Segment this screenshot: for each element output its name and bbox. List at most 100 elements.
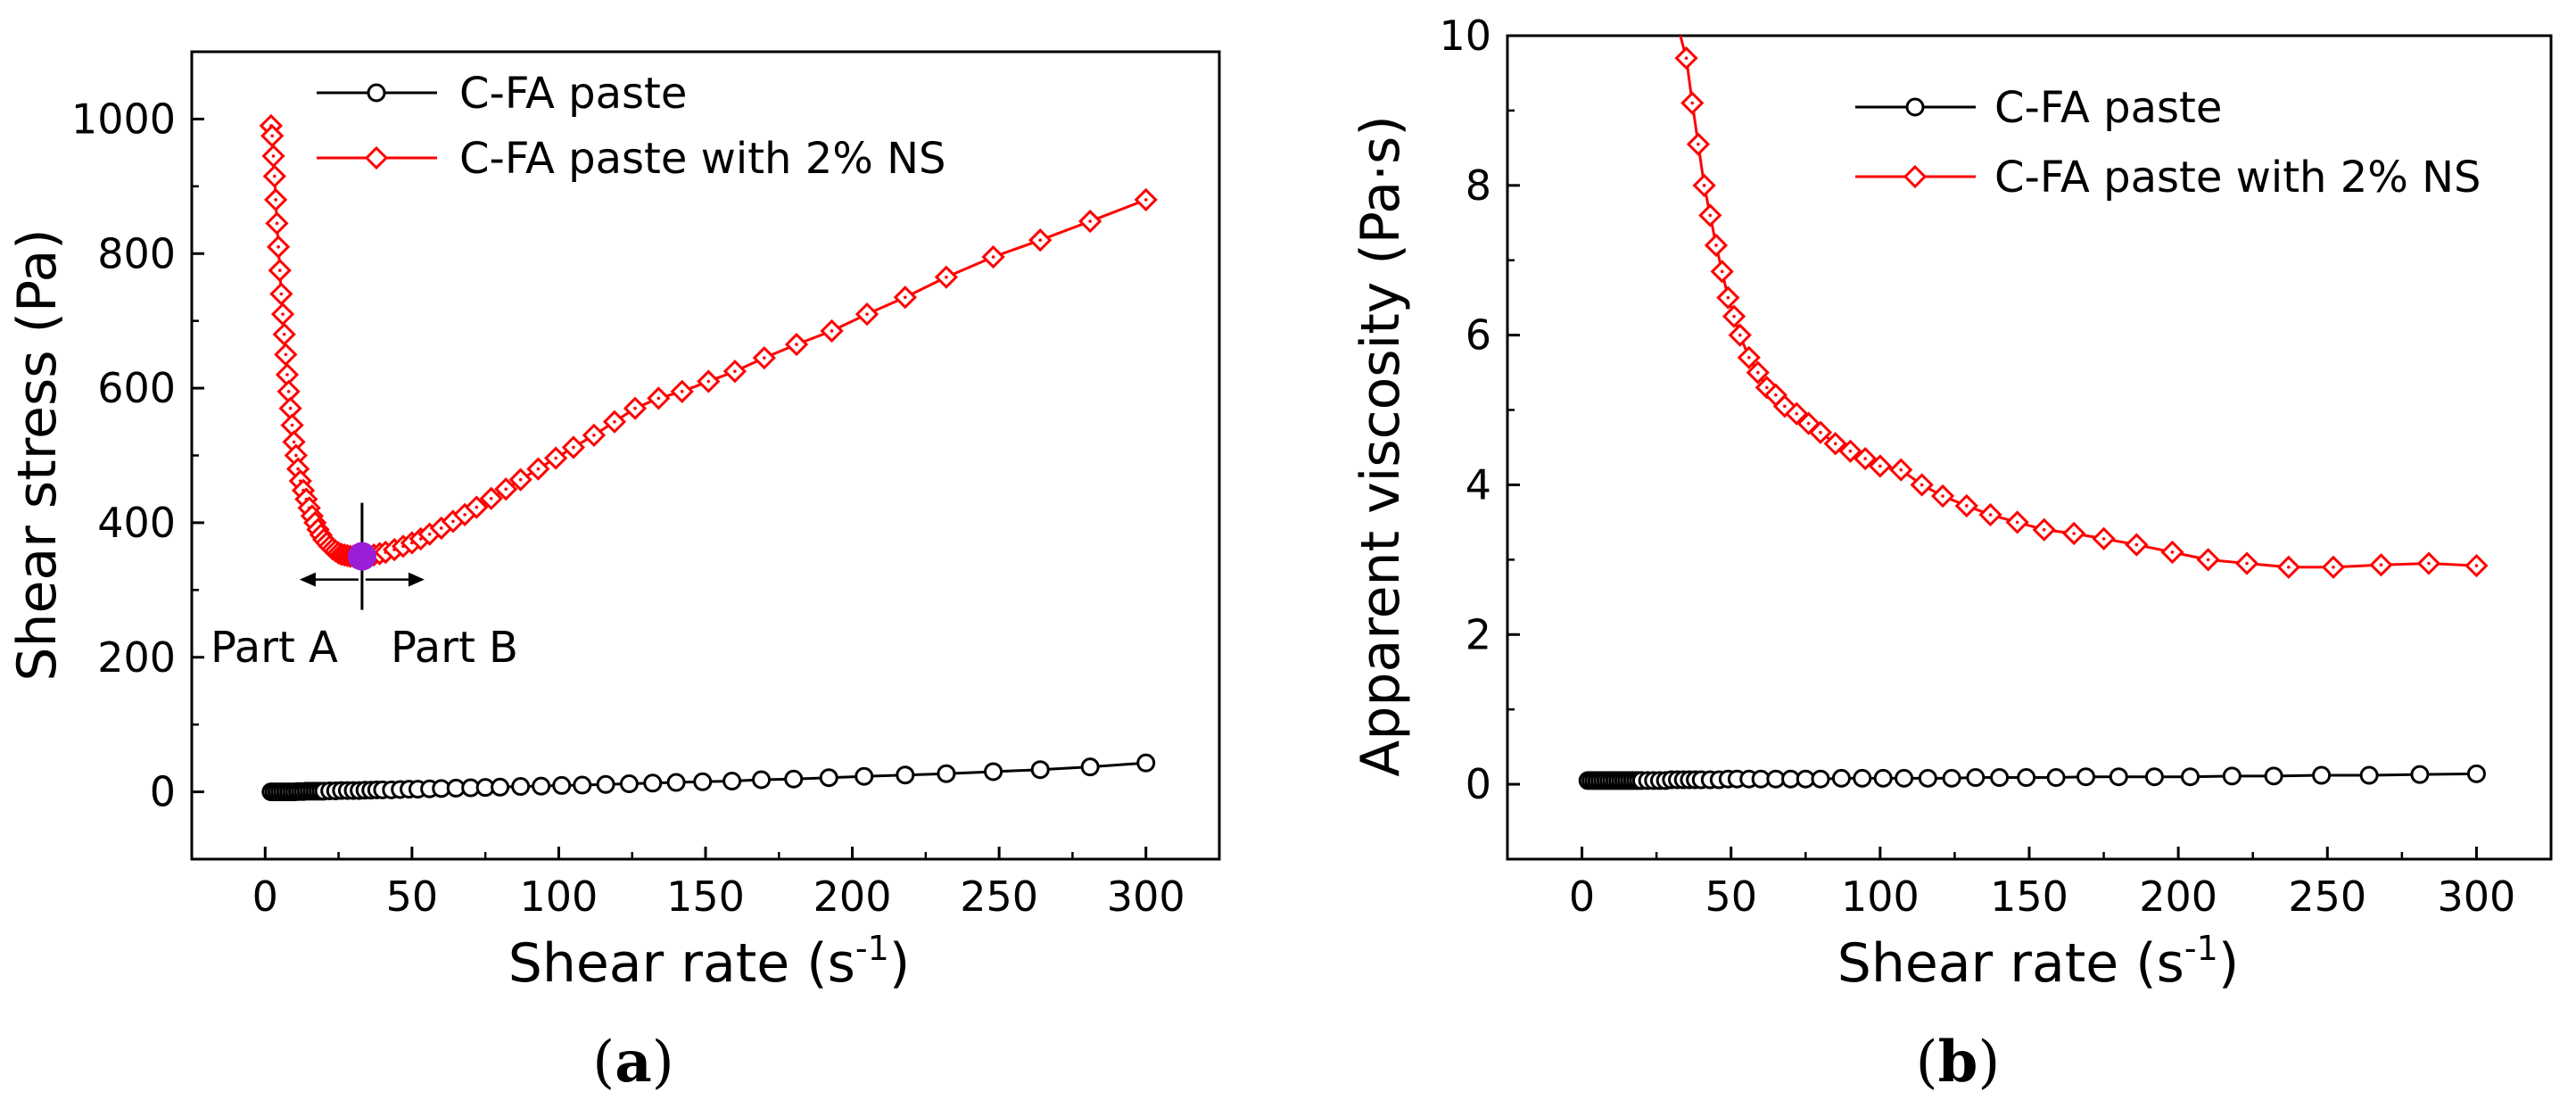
panel-b-point-ns-center [2101, 537, 2106, 541]
panel-b-point-ns-center [2427, 561, 2431, 566]
panel-a-label-open: ( [592, 1030, 615, 1096]
panel-a-point-ns-center [536, 467, 541, 471]
panel-b-point-ns-center [1783, 404, 1787, 409]
part-annotation: Part A Part B [211, 502, 518, 673]
panel-a-point-ns-center [991, 255, 995, 259]
panel-b-y-axis-title: Apparent viscosity (Pa·s) [1350, 115, 1412, 776]
panel-b-point-ns-center [1941, 494, 1944, 498]
panel-b-label-close: ) [1977, 1030, 2000, 1096]
panel-b-point-ns-center [1708, 213, 1713, 218]
panel-b-point-cfa [2410, 765, 2430, 784]
panel-b-point-cfa [1831, 768, 1851, 788]
panel-b-point-ns-center [1774, 393, 1778, 397]
panel-a-point-ns-center [271, 154, 276, 158]
part-b-label: Part B [391, 623, 518, 673]
panel-a-point-ns-center [290, 423, 294, 427]
panel-b-point-ns-center [2287, 565, 2291, 569]
panel-a-point-ns-center [270, 134, 274, 138]
panel-b-y-tick-label: 4 [1466, 460, 1491, 509]
panel-a-point-ns-center [904, 295, 907, 300]
panel-a-point-ns-center [1144, 198, 1148, 202]
panel-a-x-tick-label: 0 [252, 873, 278, 921]
panel-b-point-cfa [1853, 768, 1872, 788]
panel-b-point-ns-center [2072, 532, 2076, 535]
panel-a-point-ns-center [656, 396, 661, 401]
panel-a-legend: C-FA paste C-FA paste with 2% NS [317, 69, 946, 184]
panel-b-point-ns-center [1899, 467, 1903, 472]
panel-b-label-open: ( [1916, 1030, 1938, 1096]
panel-b-point-cfa [2046, 768, 2066, 788]
panel-a-point-cfa [1080, 757, 1100, 777]
panel-b-point-ns-center [2134, 542, 2139, 547]
panel-b-point-cfa [2222, 766, 2242, 786]
panel-a-point-ns-center [286, 390, 291, 393]
annotation-left-arrowhead [299, 572, 316, 587]
panel-b-point-cfa [2466, 764, 2486, 783]
panel-b-x-tick-label: 200 [2139, 873, 2217, 921]
panel-a-point-cfa [784, 769, 804, 789]
panel-a-series-line-1 [269, 125, 1147, 558]
transition-point-marker [347, 542, 376, 571]
panel-b-x-tick-label: 250 [2288, 873, 2366, 921]
panel-a-point-ns-center [633, 406, 637, 410]
panel-a-point-ns-center [1038, 238, 1043, 242]
panel-b-point-ns-center [1714, 244, 1718, 247]
panel-a-point-ns-center [572, 445, 575, 450]
panel-b-point-ns-center [1878, 464, 1882, 468]
legend-b-label-cfa: C-FA paste [1994, 83, 2222, 133]
panel-a-point-ns-center [273, 174, 277, 178]
panel-a-point-cfa [619, 774, 639, 794]
panel-a-y-tick-label: 400 [97, 499, 176, 547]
panel-a-point-cfa [896, 765, 915, 785]
panel-a-point-ns-center [592, 434, 596, 437]
panel-b-point-ns-center [1732, 314, 1736, 318]
panel-a-x-tick-label: 50 [386, 873, 439, 921]
panel-a-point-cfa [491, 777, 510, 797]
panel-a-y-tick-label: 200 [97, 633, 176, 682]
panel-b-point-cfa [1918, 768, 1937, 788]
panel-a-point-cfa [1136, 753, 1156, 773]
panel-a-point-cfa [855, 766, 874, 786]
panel-a-point-ns-center [418, 537, 423, 541]
panel-b-point-ns-center [1819, 430, 1822, 434]
panel-a-point-cfa [1030, 760, 1050, 780]
panel-a-y-tick-label: 600 [97, 364, 176, 412]
panel-b-point-cfa [2264, 766, 2283, 786]
panel-a-point-ns-center [830, 329, 834, 333]
panel-b-y-tick-label: 10 [1439, 12, 1491, 60]
panel-a-point-ns-center [1088, 219, 1092, 223]
panel-a-point-ns-center [865, 312, 869, 316]
panel-a-point-ns-center [279, 292, 284, 296]
panel-b-x-axis-title-close: ) [2218, 932, 2239, 995]
legend-a-label-ns: C-FA paste with 2% NS [459, 134, 946, 184]
panel-a-point-ns-center [294, 453, 298, 458]
panel-b-point-cfa [2144, 767, 2164, 787]
panel-a-x-tick-label: 250 [960, 873, 1038, 921]
panel-a-point-ns-center [945, 275, 948, 279]
panel-a-point-ns-center [277, 244, 280, 249]
panel-a-point-cfa [752, 770, 772, 790]
panel-b-point-ns-center [1863, 457, 1867, 460]
panel-b-point-cfa [1942, 768, 1961, 788]
panel-b-point-ns-center [1684, 56, 1688, 60]
panel-b-legend: C-FA paste C-FA paste with 2% NS [1855, 83, 2481, 203]
panel-b-y-tick-label: 6 [1466, 311, 1491, 360]
panel-b-point-cfa [1811, 769, 1830, 789]
panel-b-point-ns-center [1756, 370, 1760, 375]
panel-b-x-axis-title-main: Shear rate (s [1837, 932, 2184, 995]
panel-a-point-ns-center [285, 373, 289, 376]
panel-a-point-cfa [552, 775, 572, 795]
panel-a-x-tick-label: 100 [520, 873, 599, 921]
panel-a-point-ns-center [439, 526, 443, 530]
panel-b-x-tick-label: 50 [1705, 873, 1757, 921]
panel-a-point-ns-center [680, 390, 684, 393]
panel-a-point-ns-center [733, 369, 737, 374]
panel-a-point-ns-center [706, 379, 711, 384]
panel-a-x-axis-title-sup: -1 [855, 929, 889, 968]
panel-b-point-ns-center [2206, 558, 2210, 562]
panel-a-point-ns-center [795, 343, 798, 346]
panel-b-point-ns-center [1765, 385, 1769, 390]
panel-a-point-cfa [819, 768, 838, 788]
panel-a-point-ns-center [427, 532, 432, 536]
